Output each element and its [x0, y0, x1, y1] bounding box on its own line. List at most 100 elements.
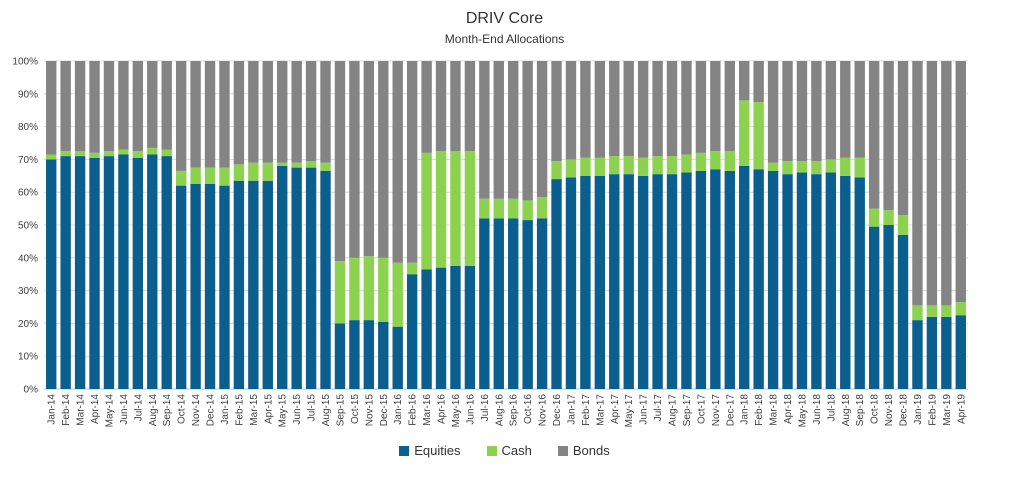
bar-cash-jul-15 [305, 161, 317, 168]
bar-equities-apr-17 [609, 174, 620, 389]
bar-equities-apr-14 [89, 157, 100, 389]
bar-equities-aug-14 [147, 154, 158, 389]
bar-bonds-jan-14 [46, 61, 57, 155]
x-tick-label: Sep-15 [335, 394, 346, 427]
x-tick-label: May-18 [797, 394, 808, 428]
bar-equities-may-16 [450, 266, 461, 389]
bar-cash-dec-18 [897, 215, 909, 235]
bar-bonds-dec-17 [724, 61, 735, 152]
x-tick-label: Jul-15 [307, 394, 318, 422]
x-tick-label: Dec-14 [206, 394, 217, 427]
bar-bonds-aug-15 [320, 61, 331, 163]
bar-equities-apr-15 [262, 180, 273, 389]
x-tick-label: May-14 [104, 394, 115, 428]
bar-equities-nov-18 [883, 225, 894, 389]
bar-cash-jul-18 [825, 159, 837, 173]
bar-bonds-oct-14 [175, 61, 187, 171]
x-tick-label: Feb-18 [754, 394, 765, 426]
bar-bonds-nov-16 [536, 61, 548, 198]
bar-equities-apr-18 [782, 174, 793, 389]
bar-cash-dec-16 [551, 161, 562, 180]
bar-cash-jun-17 [637, 157, 649, 176]
x-tick-label: Oct-15 [350, 394, 361, 424]
x-tick-label: Jul-16 [480, 394, 491, 422]
bar-bonds-jan-19 [912, 61, 923, 306]
x-tick-label: Dec-16 [552, 394, 563, 427]
bar-cash-apr-18 [782, 161, 793, 175]
bar-bonds-aug-14 [147, 61, 158, 148]
bar-cash-may-15 [277, 162, 288, 166]
bar-equities-mar-19 [941, 316, 952, 389]
bar-equities-aug-15 [320, 170, 331, 389]
y-tick-label: 100% [12, 57, 38, 68]
y-tick-label: 70% [18, 155, 38, 166]
bar-cash-aug-17 [666, 156, 678, 175]
bar-bonds-sep-15 [334, 61, 346, 262]
bar-bonds-mar-15 [248, 61, 259, 163]
x-tick-label: Mar-14 [76, 394, 87, 426]
bar-equities-mar-17 [594, 175, 606, 389]
bar-equities-feb-18 [753, 169, 764, 389]
bar-cash-feb-18 [753, 102, 764, 170]
y-axis-tick-labels: 0% 10% 20% 30% 40% 50% 60% 70% 80% 90% 100% [12, 57, 38, 396]
bar-bonds-feb-19 [926, 61, 938, 306]
bar-equities-jun-15 [291, 167, 302, 389]
bar-equities-oct-18 [868, 226, 880, 389]
x-tick-label: Jun-15 [292, 394, 303, 425]
x-tick-label: Feb-15 [234, 394, 245, 426]
bar-equities-jan-17 [565, 177, 577, 389]
bar-equities-mar-14 [74, 156, 86, 389]
bar-equities-aug-16 [493, 218, 504, 389]
bar-bonds-mar-17 [594, 61, 606, 158]
bar-cash-jul-16 [479, 198, 490, 219]
y-tick-label: 40% [18, 253, 38, 264]
bar-cash-jun-14 [118, 149, 129, 155]
bar-bonds-feb-14 [60, 61, 71, 152]
stacked-bar-chart: 0% 10% 20% 30% 40% 50% 60% 70% 80% 90% 100% Jan-14… [12, 57, 968, 428]
x-tick-label: Jun-16 [465, 394, 476, 425]
bar-bonds-jun-17 [637, 61, 649, 158]
bar-bonds-aug-18 [840, 61, 851, 158]
x-tick-label: Mar-19 [942, 394, 953, 426]
bar-equities-aug-18 [840, 175, 851, 389]
bar-bonds-mar-19 [941, 61, 952, 306]
y-tick-label: 80% [18, 122, 38, 133]
bar-bonds-oct-15 [349, 61, 360, 258]
x-tick-label: Sep-18 [855, 394, 866, 427]
x-tick-label: Dec-15 [379, 394, 390, 427]
bar-bonds-aug-16 [493, 61, 504, 199]
bar-bonds-apr-16 [435, 61, 447, 152]
x-tick-label: Aug-15 [321, 394, 332, 427]
bar-equities-feb-14 [60, 156, 71, 389]
bar-cash-feb-16 [406, 262, 418, 275]
bar-bonds-may-17 [623, 61, 634, 157]
bar-bonds-oct-16 [522, 61, 533, 201]
bar-cash-aug-18 [840, 157, 851, 176]
bar-cash-dec-17 [724, 151, 735, 171]
bar-equities-oct-15 [349, 320, 360, 389]
bar-bonds-mar-14 [74, 61, 86, 152]
bar-equities-apr-19 [955, 315, 966, 389]
x-tick-label: Apr-14 [90, 394, 101, 424]
x-tick-label: Apr-17 [610, 394, 621, 424]
bar-equities-mar-15 [248, 180, 259, 389]
bar-bonds-jun-15 [291, 61, 302, 163]
bar-bonds-jan-18 [739, 61, 750, 101]
bar-equities-sep-16 [508, 218, 519, 389]
bar-equities-may-17 [623, 174, 634, 389]
y-tick-label: 60% [18, 188, 38, 199]
bar-bonds-feb-18 [753, 61, 764, 102]
bar-equities-jul-15 [305, 167, 317, 389]
bar-bonds-jul-14 [132, 61, 144, 152]
x-tick-label: Aug-16 [494, 394, 505, 427]
bar-cash-dec-15 [378, 257, 389, 322]
y-tick-label: 30% [18, 286, 38, 297]
x-tick-label: Jul-14 [133, 394, 144, 422]
bar-equities-oct-17 [695, 170, 707, 389]
bar-bonds-aug-17 [666, 61, 678, 157]
bar-bonds-nov-14 [190, 61, 201, 168]
bar-equities-may-15 [277, 165, 288, 389]
bar-equities-jun-18 [811, 174, 822, 389]
x-tick-label: Jun-18 [812, 394, 823, 425]
bar-cash-oct-14 [175, 170, 187, 186]
